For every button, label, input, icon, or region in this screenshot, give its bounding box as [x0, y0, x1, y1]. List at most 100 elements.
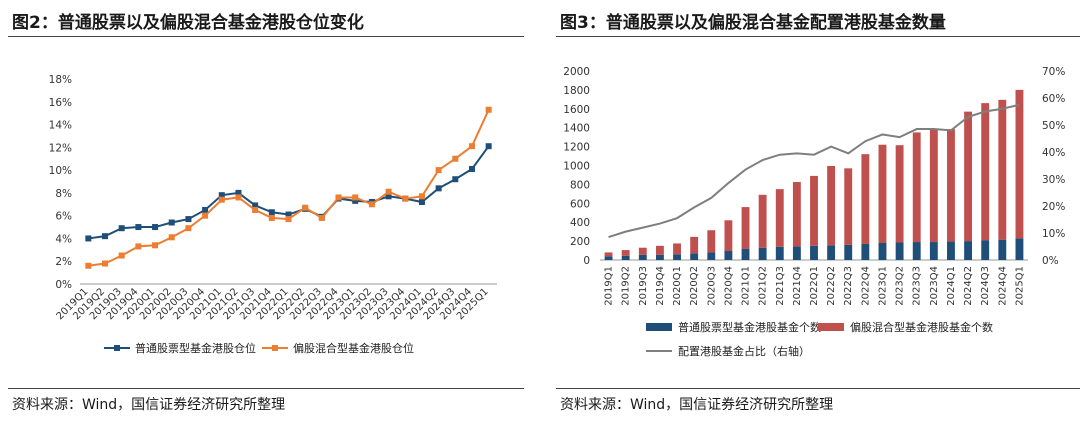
- x-tick-label-2020Q3: 2020Q3: [706, 266, 717, 306]
- x-tick-label-2025Q1: 2025Q1: [1014, 266, 1025, 306]
- bar-common-2024Q4: [998, 239, 1007, 260]
- left-y-tick-label-3: 600: [570, 198, 590, 210]
- x-tick-label-2021Q4: 2021Q4: [792, 266, 803, 306]
- left-y-tick-label-6: 1200: [563, 142, 590, 154]
- bar-common-2023Q2: [895, 242, 904, 260]
- bar-common-2021Q4: [792, 246, 801, 260]
- legend-label-ratio: 配置港股基金占比（右轴）: [678, 344, 810, 358]
- series-1-point-18: [385, 188, 392, 195]
- x-tick-label-2024Q2: 2024Q2: [963, 266, 974, 306]
- right-y-tick-label-4: 40%: [1042, 147, 1065, 159]
- x-tick-label-2019Q3: 2019Q3: [638, 266, 649, 306]
- y-tick-label-4: 8%: [55, 188, 72, 200]
- legend-label-0: 普通股票型基金港股仓位: [135, 341, 256, 355]
- bar-common-2022Q1: [810, 245, 818, 260]
- bar-common-2019Q3: [638, 254, 647, 260]
- series-1-point-14: [318, 214, 325, 221]
- bar-mixed-2021Q1: [741, 207, 750, 249]
- series-0-point-3: [135, 224, 142, 231]
- series-1-point-9: [235, 194, 242, 201]
- bar-mixed-2019Q3: [638, 247, 647, 255]
- x-tick-label-2022Q4: 2022Q4: [860, 266, 871, 306]
- x-tick-label-2023Q3: 2023Q3: [912, 266, 923, 306]
- bar-mixed-2022Q3: [844, 168, 853, 245]
- legend-label-1: 偏股混合型基金港股仓位: [293, 341, 414, 355]
- series-1-point-15: [335, 194, 342, 201]
- right-panel: 图3：普通股票以及偏股混合基金配置港股基金数量 0 200 400 600 800 100…: [548, 0, 1080, 423]
- legend-marker-1: [272, 345, 278, 351]
- series-0-point-2: [118, 225, 125, 232]
- series-0-point-21: [435, 185, 442, 192]
- y-tick-label-9: 18%: [49, 74, 72, 86]
- right-source-note: 资料来源：Wind，国信证券经济研究所整理: [560, 397, 834, 413]
- series-0-point-7: [202, 206, 209, 213]
- series-1-point-16: [352, 194, 359, 201]
- series-0-point-10: [252, 202, 259, 209]
- series-0-point-5: [168, 219, 175, 226]
- series-0-point-20: [418, 199, 425, 205]
- right-y-tick-label-3: 30%: [1042, 174, 1065, 186]
- bar-common-2023Q3: [912, 242, 921, 260]
- left-line-chart: 0%2%4%6%8%10%12%14%16%18%2019Q12019Q2201…: [49, 74, 497, 355]
- left-y-tick-label-0: 0: [583, 255, 590, 267]
- right-top-rule: [556, 36, 1080, 37]
- series-0-point-24: [485, 143, 492, 150]
- series-1-point-5: [168, 234, 175, 241]
- left-y-tick-label-4: 800: [570, 179, 590, 191]
- series-0-point-12: [285, 211, 292, 218]
- bar-mixed-2024Q2: [964, 111, 973, 242]
- bar-common-2025Q1: [1015, 238, 1024, 260]
- bar-common-2023Q4: [929, 242, 938, 260]
- bar-mixed-2020Q2: [690, 236, 699, 254]
- bar-mixed-2023Q4: [929, 129, 938, 243]
- y-tick-label-0: 0%: [55, 279, 72, 291]
- y-tick-label-2: 4%: [55, 233, 72, 245]
- x-tick-label-2020Q4: 2020Q4: [723, 266, 734, 306]
- series-1-point-2: [118, 252, 125, 259]
- series-0-point-23: [468, 165, 475, 172]
- left-y-tick-label-8: 1600: [563, 104, 590, 116]
- right-y-tick-label-1: 10%: [1042, 228, 1065, 240]
- bar-mixed-2025Q1: [1015, 89, 1024, 239]
- x-tick-label-2022Q1: 2022Q1: [809, 266, 820, 306]
- bar-common-2021Q1: [741, 248, 750, 260]
- right-y-tick-label-6: 60%: [1042, 93, 1065, 105]
- series-1-point-22: [452, 155, 459, 162]
- bar-mixed-2020Q1: [673, 243, 681, 255]
- x-tick-label-2021Q3: 2021Q3: [775, 266, 786, 306]
- bar-mixed-2019Q4: [655, 245, 664, 255]
- bar-mixed-2020Q4: [724, 220, 733, 252]
- series-0-point-1: [102, 233, 109, 240]
- right-y-tick-label-2: 20%: [1042, 201, 1065, 213]
- right-y-tick-label-5: 50%: [1042, 120, 1065, 132]
- x-tick-label-2023Q1: 2023Q1: [877, 266, 888, 306]
- y-tick-label-3: 6%: [55, 211, 72, 223]
- legend-marker-0: [114, 345, 120, 351]
- x-tick-label-2019Q2: 2019Q2: [621, 266, 632, 306]
- series-1-point-19: [402, 195, 409, 202]
- left-y-tick-label-9: 1800: [563, 85, 590, 97]
- series-0-point-18: [385, 193, 392, 200]
- series-0-point-6: [185, 216, 192, 223]
- x-tick-label-2022Q2: 2022Q2: [826, 266, 837, 306]
- bar-common-2023Q1: [878, 242, 887, 260]
- x-tick-label-2021Q2: 2021Q2: [758, 266, 769, 306]
- bar-mixed-2019Q2: [621, 250, 630, 256]
- y-tick-label-8: 16%: [49, 97, 72, 109]
- series-0-point-0: [85, 235, 92, 242]
- legend-label-mixed: 偏股混合型基金港股基金个数: [850, 320, 993, 334]
- series-1-point-23: [468, 143, 475, 150]
- bar-mixed-2024Q4: [998, 99, 1007, 240]
- series-1-point-17: [368, 201, 375, 208]
- bar-mixed-2022Q4: [861, 154, 870, 244]
- bar-common-2021Q3: [775, 246, 784, 260]
- bar-common-2021Q2: [758, 247, 767, 260]
- series-0-point-11: [268, 209, 275, 216]
- bar-common-2019Q2: [621, 255, 630, 260]
- y-tick-label-5: 10%: [49, 165, 72, 177]
- right-bottom-rule: [556, 388, 1080, 389]
- series-1-point-0: [85, 262, 92, 269]
- bar-mixed-2022Q2: [827, 165, 836, 246]
- bar-mixed-2022Q1: [810, 175, 818, 246]
- right-bar-line-chart: 0 200 400 600 800 1000 1200 1400 1600 1800 2000 0% 1…: [563, 66, 1065, 358]
